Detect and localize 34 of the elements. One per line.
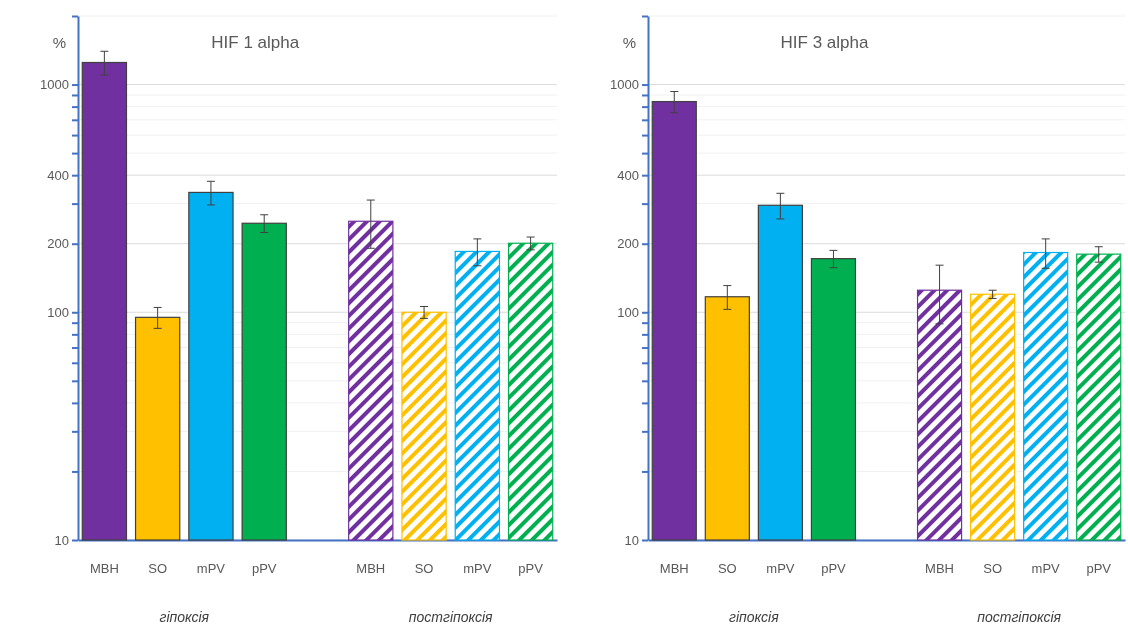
x-tick-label: SO bbox=[983, 560, 1003, 576]
x-tick-label: pPV bbox=[518, 560, 544, 576]
y-tick-label: 1000 bbox=[610, 77, 639, 93]
y-tick-label: 200 bbox=[617, 236, 639, 252]
y-axis-title: % bbox=[622, 34, 636, 51]
x-tick-label: pPV bbox=[1086, 560, 1112, 576]
x-tick-label: mPV bbox=[1031, 560, 1061, 576]
x-tick-label: MBH bbox=[925, 560, 954, 576]
x-tick-label: pPV bbox=[251, 560, 277, 576]
x-tick-label: MBH bbox=[89, 560, 119, 576]
text: гіпоксія bbox=[159, 609, 210, 625]
y-tick-label: 1000 bbox=[40, 77, 69, 93]
x-tick-label: MBH bbox=[356, 560, 386, 576]
x-tick-label: SO bbox=[414, 560, 434, 576]
y-tick-label: 100 bbox=[47, 304, 69, 320]
text: постгіпоксія bbox=[408, 609, 494, 625]
y-tick-label: 100 bbox=[617, 304, 639, 320]
x-tick-label: SO bbox=[148, 560, 168, 576]
y-tick-label: 10 bbox=[624, 532, 639, 548]
y-tick-label: 400 bbox=[47, 167, 69, 183]
x-tick-label: mPV bbox=[766, 560, 795, 576]
x-tick-label: pPV bbox=[821, 560, 847, 576]
text: HIF 3 alpha bbox=[780, 33, 869, 52]
y-tick-label: 400 bbox=[617, 167, 639, 183]
x-tick-label: mPV bbox=[463, 560, 492, 576]
y-tick-label: 10 bbox=[54, 532, 69, 548]
text: гіпоксія bbox=[729, 609, 780, 625]
text: постгіпоксія bbox=[977, 609, 1062, 625]
y-axis-title: % bbox=[52, 34, 66, 51]
y-tick-label: 200 bbox=[47, 236, 69, 252]
x-tick-label: MBH bbox=[659, 560, 689, 576]
text: HIF 1 alpha bbox=[211, 33, 300, 52]
x-tick-label: mPV bbox=[196, 560, 226, 576]
x-tick-label: SO bbox=[717, 560, 737, 576]
